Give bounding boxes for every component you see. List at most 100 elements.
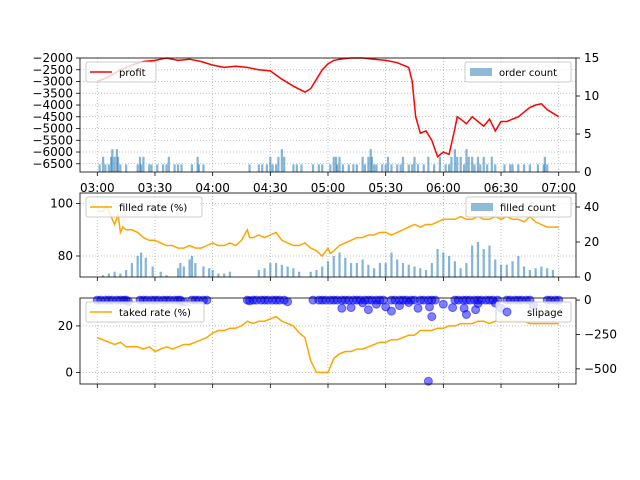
x-tick-label: 04:30 [253,181,288,195]
bar [476,242,480,277]
bar [165,164,168,172]
bar [381,164,384,172]
bar [165,275,168,277]
y-tick-label: −4000 [32,98,73,112]
bar [522,266,526,277]
bar [113,156,116,172]
y-tick-label: −6500 [32,157,73,171]
bar [542,164,545,172]
slipage-point [430,295,440,305]
bar [463,164,466,172]
bar [217,273,220,277]
bar [378,263,382,277]
bar [390,164,393,172]
bar [188,259,191,277]
x-tick-label: 06:30 [484,181,519,195]
x-tick-label: 05:30 [368,181,403,195]
bar [536,164,540,172]
y2-tick-label: 0 [584,270,592,284]
legend-left: taked rate (%) [85,301,205,323]
filled-count-bars [101,242,555,277]
filled-panel: 80 100 0 20 40 filled rate (%) filled count [50,192,599,284]
legend-label-taked-rate: taked rate (%) [119,308,191,319]
bar [257,164,260,172]
bar [396,164,399,172]
bar [503,164,506,172]
bar [148,164,151,172]
bar [298,271,301,277]
bar [334,156,338,172]
bar [416,164,420,172]
bar [140,164,143,172]
bar [110,156,113,172]
bar [448,164,451,172]
y2-tick-label: 10 [584,89,599,103]
bar [130,263,134,277]
x-axis [96,277,560,281]
bar [367,264,370,277]
taked-rate-line [97,315,559,374]
slipage-point [473,299,483,308]
y-tick-label: 80 [58,249,73,263]
right-y-axis: 0 5 10 15 [576,51,599,179]
bar [375,164,378,172]
y2-tick-label: 0 [584,165,592,179]
bar [407,164,410,172]
bar [465,149,468,172]
bar [136,164,139,172]
bar [459,268,462,277]
bar [522,164,526,172]
bar [101,275,105,277]
bar [125,270,128,277]
legend-label-slipage: slipage [527,308,563,319]
y-tick-label: 0 [65,365,73,379]
bar [401,156,405,172]
right-y-axis: 0 −250 −500 [576,293,617,376]
slipage-point [283,297,293,307]
bar [211,270,214,277]
x-tick-label: 07:00 [541,181,576,195]
bar [277,156,280,172]
right-y-axis: 0 20 40 [576,200,599,284]
bar [427,156,430,172]
bar [274,164,278,172]
bar [352,164,355,172]
bar [482,156,485,172]
y-tick-label: −2000 [32,51,73,65]
y-tick-label: −2500 [32,63,73,77]
bar [292,164,295,172]
bar [384,263,387,277]
bar [261,164,264,172]
bar [115,149,119,172]
profit-line [97,57,560,158]
slipage-point [395,301,404,311]
bar [422,164,425,172]
left-y-axis: 80 100 [50,197,80,263]
bar [453,149,456,172]
bar [517,256,520,277]
bar [104,164,107,172]
bar [511,261,514,277]
bar [494,164,497,172]
bar [467,156,470,172]
bar [311,164,315,172]
bar [321,266,324,277]
bar [459,156,462,172]
bar [248,164,251,172]
bar [321,164,324,172]
bar [471,156,474,172]
x-axis: 03:00 03:30 04:00 04:30 05:00 05:30 06:00 06:30… [80,172,576,195]
bar [509,164,512,172]
bar [257,270,260,277]
bar [551,270,555,277]
bar [499,264,503,277]
bar [347,164,350,172]
legend-right: order count [464,61,572,83]
bar [142,156,145,172]
x-tick-label: 03:00 [80,181,115,195]
bar [471,245,474,277]
taked-panel: 0 20 0 −250 −500 taked rate (%) slipage [58,293,617,388]
bar [341,164,345,172]
bar [401,263,405,277]
bar [450,156,453,172]
